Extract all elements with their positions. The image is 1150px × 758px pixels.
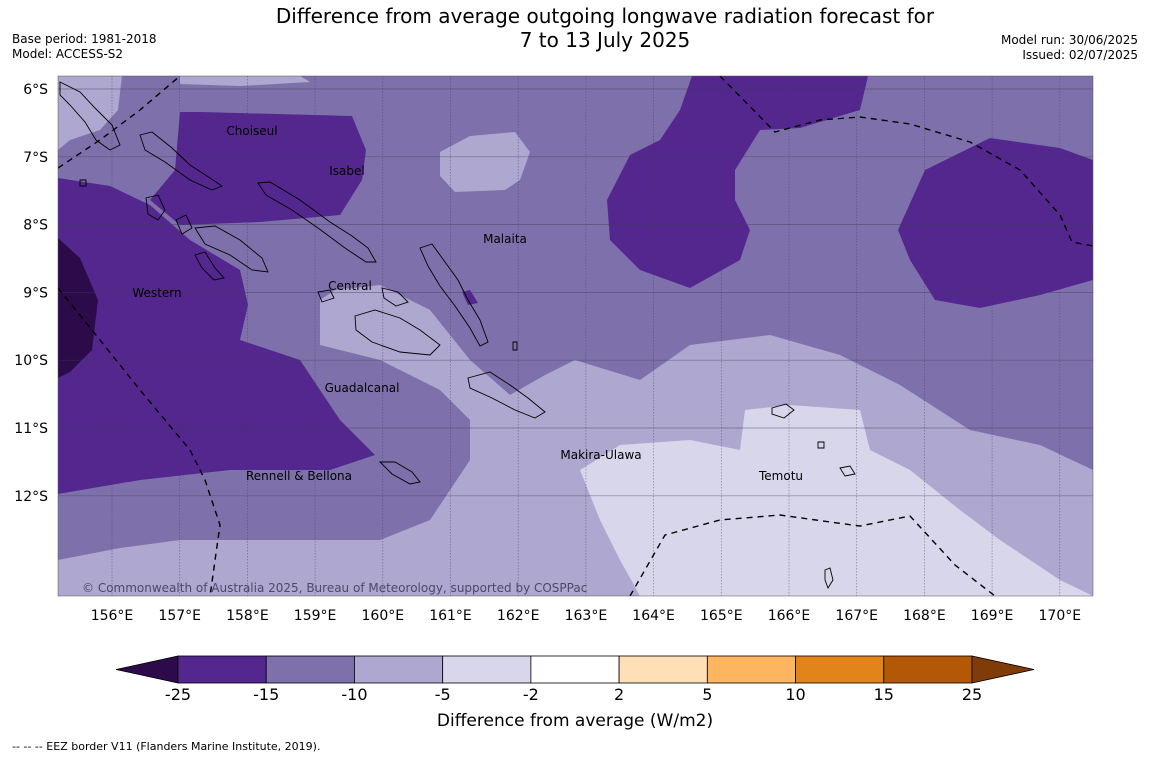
label-makira-ulawa: Makira-Ulawa — [560, 448, 641, 462]
colorbar-tick-label: -2 — [523, 685, 539, 704]
latitude-label: 8°S — [23, 218, 48, 234]
colorbar: -25 -15 -10 -5 -2 2 5 10 15 25 — [116, 656, 1034, 704]
latitude-label: 9°S — [23, 285, 48, 301]
longitude-label: 163°E — [565, 608, 608, 624]
colorbar-tick-label: 15 — [874, 685, 894, 704]
latitude-label: 7°S — [23, 150, 48, 166]
latitude-label: 6°S — [23, 82, 48, 98]
label-isabel: Isabel — [329, 164, 364, 178]
colorbar-tick-label: 5 — [702, 685, 712, 704]
colorbar-tick-label: -15 — [253, 685, 279, 704]
label-central: Central — [328, 279, 372, 293]
longitude-label: 166°E — [768, 608, 811, 624]
label-choiseul: Choiseul — [226, 124, 277, 138]
colorbar-bin — [266, 656, 354, 683]
colorbar-tick-label: -10 — [341, 685, 367, 704]
colorbar-tick-label: -5 — [435, 685, 451, 704]
colorbar-bin — [619, 656, 707, 683]
longitude-labels: 156°E 157°E 158°E 159°E 160°E 161°E 162°E 163°E… — [91, 608, 1081, 624]
colorbar-extend-low — [116, 656, 178, 683]
longitude-label: 164°E — [632, 608, 675, 624]
colorbar-bin — [531, 656, 619, 683]
colorbar-tick-label: 10 — [785, 685, 805, 704]
label-guadalcanal: Guadalcanal — [325, 381, 400, 395]
longitude-label: 159°E — [294, 608, 337, 624]
map-figure: Choiseul Isabel Malaita Western Central … — [0, 0, 1150, 758]
colorbar-tick-label: 2 — [614, 685, 624, 704]
colorbar-bin — [354, 656, 442, 683]
longitude-label: 167°E — [835, 608, 878, 624]
latitude-label: 12°S — [14, 489, 48, 505]
label-malaita: Malaita — [483, 232, 527, 246]
latitude-labels: 6°S 7°S 8°S 9°S 10°S 11°S 12°S — [14, 82, 48, 505]
colorbar-bin — [178, 656, 266, 683]
colorbar-title: Difference from average (W/m2) — [437, 711, 713, 731]
eez-footnote: -- -- -- EEZ border V11 (Flanders Marine… — [12, 740, 320, 753]
longitude-label: 169°E — [971, 608, 1014, 624]
colorbar-tick-label: 25 — [962, 685, 982, 704]
longitude-label: 161°E — [429, 608, 472, 624]
longitude-label: 156°E — [91, 608, 134, 624]
longitude-label: 158°E — [226, 608, 269, 624]
longitude-label: 162°E — [497, 608, 540, 624]
copyright-text: © Commonwealth of Australia 2025, Bureau… — [82, 581, 587, 595]
longitude-label: 160°E — [362, 608, 405, 624]
colorbar-bin — [796, 656, 884, 683]
longitude-label: 157°E — [158, 608, 201, 624]
colorbar-bin — [443, 656, 531, 683]
label-rennell-bellona: Rennell & Bellona — [246, 469, 352, 483]
latitude-label: 11°S — [14, 421, 48, 437]
longitude-label: 165°E — [700, 608, 743, 624]
colorbar-tick-label: -25 — [165, 685, 191, 704]
colorbar-bin — [884, 656, 972, 683]
longitude-label: 170°E — [1039, 608, 1082, 624]
colorbar-extend-high — [972, 656, 1034, 683]
map-area: Choiseul Isabel Malaita Western Central … — [58, 76, 1093, 596]
label-western: Western — [132, 286, 181, 300]
latitude-label: 10°S — [14, 353, 48, 369]
longitude-label: 168°E — [903, 608, 946, 624]
label-temotu: Temotu — [758, 469, 803, 483]
colorbar-bin — [707, 656, 795, 683]
